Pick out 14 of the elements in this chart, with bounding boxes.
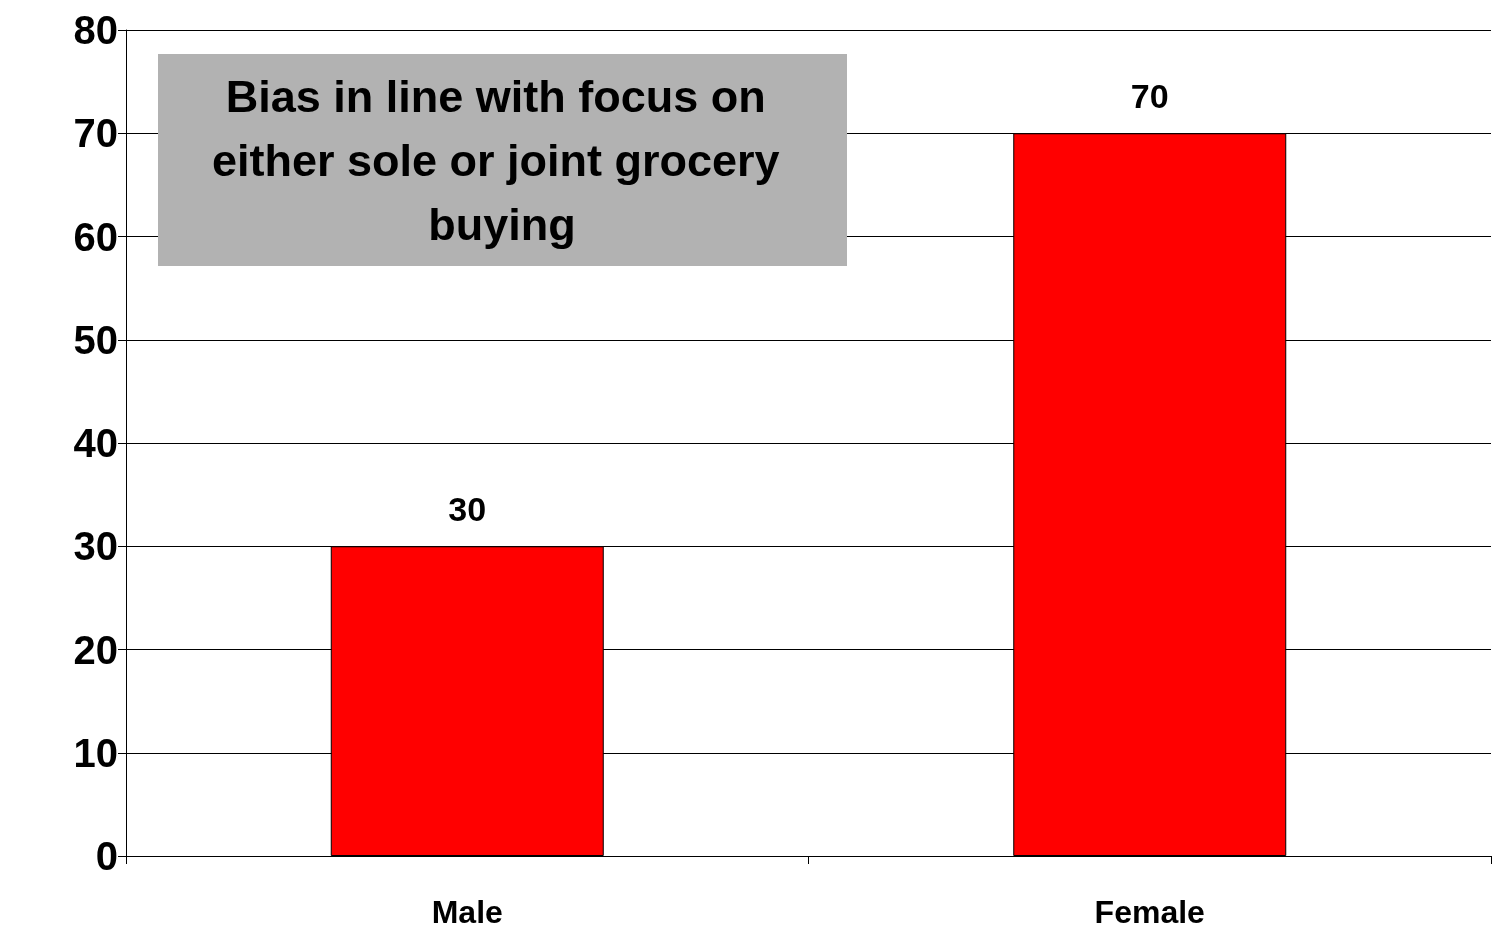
data-label: 30 — [448, 490, 487, 529]
x-tick-label: Female — [1094, 894, 1205, 930]
y-tick-label: 40 — [73, 421, 118, 465]
y-tick-label: 20 — [73, 627, 118, 672]
annotation: Bias in line with focus on either sole or joint grocery buying — [211, 70, 793, 250]
y-tick-label: 0 — [95, 834, 118, 878]
data-label: 70 — [1130, 77, 1169, 116]
x-tick-label: Male — [431, 894, 503, 930]
y-tick-label: 70 — [73, 111, 118, 156]
y-tick-label: 50 — [73, 317, 118, 362]
y-tick-label: 30 — [73, 524, 118, 569]
y-tick-label: 80 — [73, 8, 118, 52]
y-tick-label: 60 — [73, 214, 118, 259]
y-tick-label: 10 — [73, 730, 118, 775]
